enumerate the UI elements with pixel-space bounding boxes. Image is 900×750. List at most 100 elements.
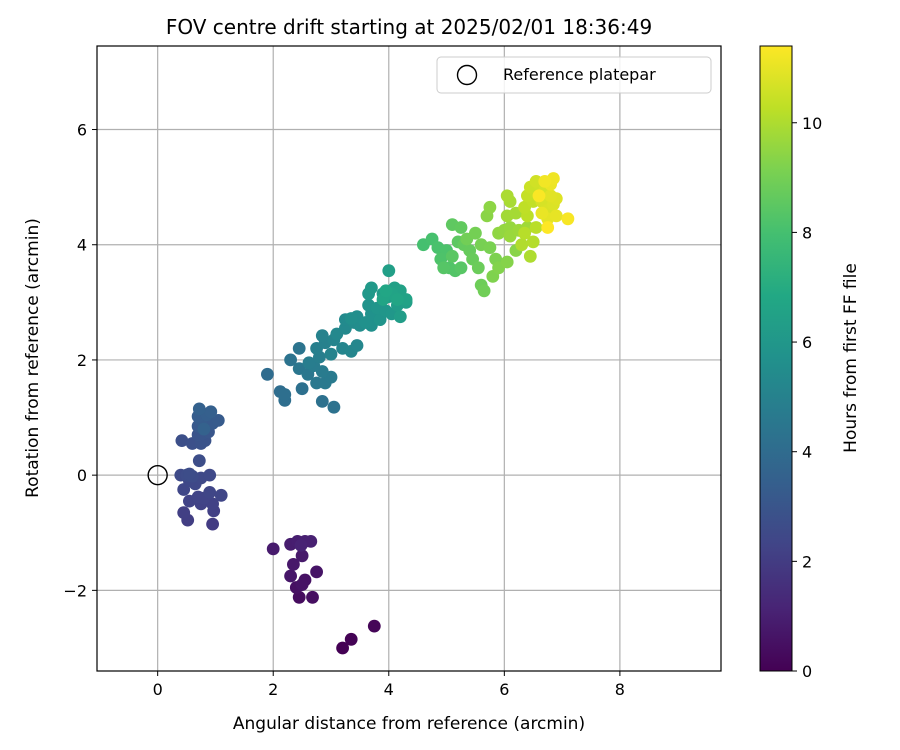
scatter-point <box>500 189 514 203</box>
y-tick-label: 6 <box>77 121 87 140</box>
scatter-point <box>261 367 274 381</box>
scatter-point <box>469 226 482 240</box>
scatter-point <box>295 549 309 563</box>
x-tick-label: 2 <box>268 680 278 699</box>
scatter-point <box>541 221 555 234</box>
scatter-point <box>544 189 557 203</box>
colorbar-tick-label: 6 <box>802 333 812 352</box>
scatter-point <box>304 535 318 548</box>
x-tick-label: 8 <box>615 680 625 699</box>
scatter-point <box>437 261 451 275</box>
colorbar-gradient <box>759 45 793 672</box>
scatter-point <box>295 382 309 396</box>
reference-platepar-marker <box>147 464 168 486</box>
scatter-point <box>529 221 543 234</box>
legend: Reference platepar <box>436 56 712 94</box>
scatter-point <box>204 405 218 419</box>
scatter-point <box>523 249 537 263</box>
scatter-point <box>379 284 393 298</box>
scatter-point <box>203 486 217 499</box>
scatter-point <box>191 490 205 504</box>
scatter-point <box>350 339 364 352</box>
scatter-point <box>294 539 308 552</box>
scatter-point <box>214 488 228 502</box>
scatter-point <box>310 565 323 579</box>
scatter-point <box>287 558 300 571</box>
scatter-point <box>192 454 206 468</box>
scatter-point <box>515 238 529 252</box>
chart-title: FOV centre drift starting at 2025/02/01 … <box>166 15 652 39</box>
scatter-point <box>518 226 531 240</box>
scatter-point <box>336 641 349 655</box>
y-tick-label: 2 <box>77 351 87 370</box>
x-axis-label: Angular distance from reference (arcmin) <box>233 714 585 734</box>
scatter-points <box>174 172 575 655</box>
scatter-point <box>500 255 514 269</box>
plot-frame <box>96 45 722 672</box>
scatter-point <box>561 212 575 226</box>
scatter-point <box>483 200 497 214</box>
x-axis-ticks: 0 2 4 6 8 <box>153 671 625 699</box>
scatter-point <box>535 206 549 220</box>
scatter-point <box>445 249 459 263</box>
colorbar-tick-label: 0 <box>802 662 812 681</box>
scatter-point <box>454 221 468 234</box>
scatter-point <box>549 209 563 223</box>
scatter-point <box>306 590 319 604</box>
y-tick-label: −2 <box>63 581 87 600</box>
scatter-point <box>295 578 309 591</box>
scatter-point <box>197 422 211 436</box>
scatter-point <box>292 342 306 355</box>
scatter-point <box>471 261 485 275</box>
scatter-point <box>175 434 189 447</box>
scatter-point <box>483 241 497 255</box>
scatter-point <box>393 310 407 324</box>
scatter-point <box>526 235 540 249</box>
y-axis-label: Rotation from reference (arcmin) <box>23 218 43 498</box>
scatter-point <box>206 517 220 531</box>
x-tick-label: 6 <box>499 680 509 699</box>
legend-box <box>436 56 712 94</box>
scatter-point <box>183 467 196 481</box>
colorbar-tick-label: 2 <box>802 552 812 571</box>
scatter-point <box>367 619 381 633</box>
scatter-point <box>192 402 206 416</box>
scatter-point <box>477 284 491 298</box>
scatter-point <box>315 329 329 343</box>
colorbar: 0 2 4 6 8 10 Hours from first FF file <box>759 45 861 681</box>
colorbar-tick-label: 8 <box>802 223 812 242</box>
scatter-point <box>203 468 217 482</box>
colorbar-tick-label: 10 <box>802 114 822 133</box>
colorbar-label: Hours from first FF file <box>841 263 861 453</box>
scatter-point <box>315 395 329 408</box>
colorbar-tick-label: 4 <box>802 443 812 462</box>
scatter-point <box>278 388 292 401</box>
scatter-point <box>284 353 297 367</box>
y-tick-label: 0 <box>77 466 87 485</box>
legend-label: Reference platepar <box>503 65 656 84</box>
scatter-point <box>327 400 341 414</box>
grid <box>97 46 721 671</box>
scatter-point <box>177 506 191 519</box>
scatter-point <box>302 356 316 370</box>
colorbar-ticks: 0 2 4 6 8 10 <box>792 114 822 681</box>
scatter-point <box>391 293 404 306</box>
scatter-point <box>292 590 306 604</box>
scatter-point <box>211 414 225 427</box>
x-tick-label: 0 <box>153 680 163 699</box>
scatter-point <box>344 632 358 646</box>
scatter-point <box>382 264 396 278</box>
x-tick-label: 4 <box>384 680 394 699</box>
scatter-point <box>532 189 546 203</box>
y-tick-label: 4 <box>77 236 87 255</box>
scatter-point <box>266 542 280 556</box>
legend-open-circle-marker <box>456 64 478 86</box>
scatter-point <box>344 312 358 325</box>
scatter-point <box>454 261 468 275</box>
y-axis-ticks: −2 0 2 4 6 <box>63 121 97 600</box>
scatter-point <box>538 175 552 188</box>
scatter-point <box>324 347 338 361</box>
scatter-point <box>365 281 378 295</box>
scatter-point <box>284 569 297 583</box>
